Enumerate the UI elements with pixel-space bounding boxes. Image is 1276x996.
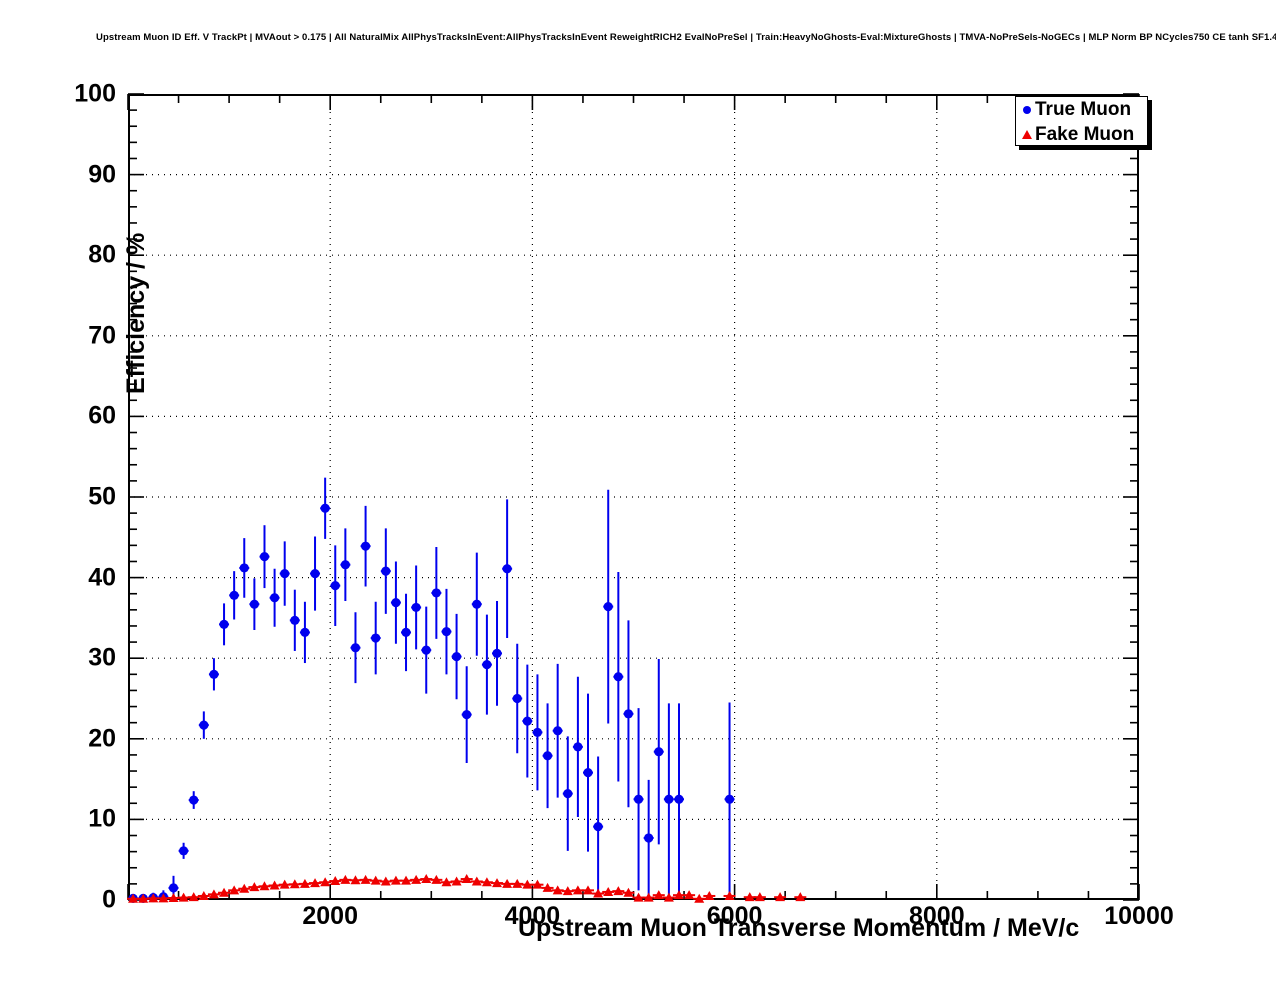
y-tick-label: 60 xyxy=(88,401,116,430)
data-points-layer xyxy=(127,477,807,903)
chart-legend: True Muon Fake Muon xyxy=(1015,96,1148,146)
x-tick-label: 8000 xyxy=(908,902,965,930)
page-title: Upstream Muon ID Eff. V TrackPt | MVAout… xyxy=(96,32,1276,43)
legend-item-fake-muon: Fake Muon xyxy=(1016,122,1147,147)
x-tick-label: 4000 xyxy=(504,902,561,930)
x-tick-label: 10000 xyxy=(1104,902,1174,930)
y-tick-label: 80 xyxy=(88,240,116,269)
legend-label-fake-muon: Fake Muon xyxy=(1035,124,1135,145)
y-tick-label: 70 xyxy=(88,321,116,350)
y-tick-label: 30 xyxy=(88,643,116,672)
y-tick-label: 50 xyxy=(88,482,116,511)
y-tick-label: 0 xyxy=(102,885,116,914)
y-tick-label: 90 xyxy=(88,160,116,189)
grid-layer xyxy=(128,94,1139,900)
y-tick-label: 20 xyxy=(88,724,116,753)
y-axis-label: Efficiency / % xyxy=(122,232,150,394)
blue-circle-marker-icon xyxy=(1019,105,1035,114)
red-triangle-marker-icon xyxy=(1019,130,1035,139)
legend-label-true-muon: True Muon xyxy=(1035,99,1132,120)
y-tick-label: 40 xyxy=(88,563,116,592)
plot-area: Efficiency / % Upstream Muon Transverse … xyxy=(74,80,1173,943)
x-tick-label: 2000 xyxy=(302,902,358,930)
series-fake-muon xyxy=(127,874,807,903)
legend-item-true-muon: True Muon xyxy=(1016,97,1147,122)
x-tick-label: 6000 xyxy=(706,902,763,930)
series-true-muon xyxy=(128,477,735,903)
y-tick-label: 100 xyxy=(74,79,116,108)
y-tick-label: 10 xyxy=(88,804,116,833)
x-axis-label: Upstream Muon Transverse Momentum / MeV/… xyxy=(518,914,1080,942)
